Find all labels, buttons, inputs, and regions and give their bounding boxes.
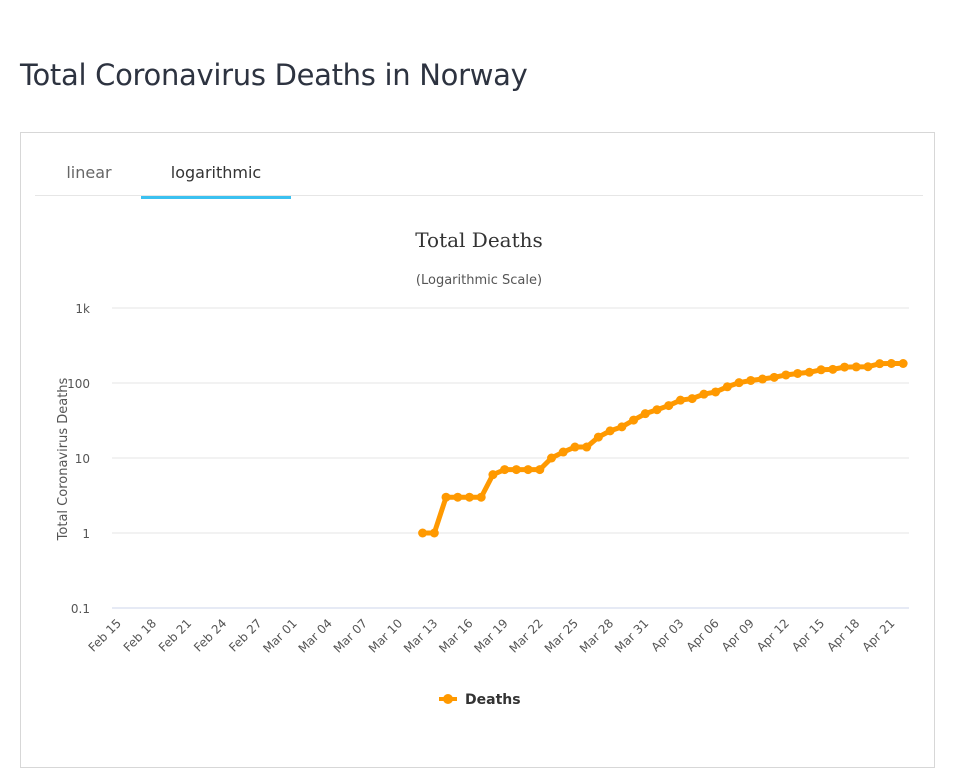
- x-tick-label: Apr 09: [719, 616, 757, 654]
- data-point[interactable]: [875, 359, 885, 369]
- data-point[interactable]: [640, 409, 650, 419]
- data-point[interactable]: [781, 370, 791, 380]
- data-point[interactable]: [593, 432, 603, 442]
- data-point[interactable]: [863, 362, 873, 372]
- legend-marker-icon: [443, 694, 453, 704]
- data-point[interactable]: [464, 492, 474, 502]
- data-point[interactable]: [699, 389, 709, 399]
- legend-label-deaths: Deaths: [465, 692, 521, 708]
- data-point[interactable]: [523, 465, 533, 475]
- data-point[interactable]: [816, 365, 826, 375]
- data-point[interactable]: [687, 394, 697, 404]
- x-tick-label: Apr 15: [789, 616, 827, 654]
- x-tick-label: Mar 25: [542, 616, 581, 655]
- x-tick-label: Mar 01: [260, 616, 299, 655]
- data-point[interactable]: [804, 367, 814, 377]
- data-point[interactable]: [488, 470, 498, 480]
- data-point[interactable]: [675, 395, 685, 405]
- data-point[interactable]: [664, 401, 674, 411]
- data-point[interactable]: [840, 362, 850, 372]
- x-tick-label: Feb 24: [191, 616, 229, 654]
- chart-subtitle: (Logarithmic Scale): [416, 273, 542, 288]
- scale-tabs: linear logarithmic: [35, 155, 923, 199]
- x-tick-label: Mar 13: [401, 616, 440, 655]
- page-title: Total Coronavirus Deaths in Norway: [20, 58, 528, 92]
- x-tick-label: Mar 22: [507, 616, 546, 655]
- data-point[interactable]: [711, 387, 721, 397]
- x-tick-label: Feb 18: [121, 616, 159, 654]
- data-point[interactable]: [769, 372, 779, 382]
- y-tick-label: 1k: [75, 302, 90, 316]
- data-point[interactable]: [476, 492, 486, 502]
- data-point[interactable]: [570, 442, 580, 452]
- x-tick-label: Mar 04: [296, 616, 335, 655]
- data-point[interactable]: [886, 358, 896, 368]
- data-point[interactable]: [605, 426, 615, 436]
- x-tick-label: Mar 07: [331, 616, 370, 655]
- y-tick-label: 0.1: [71, 602, 90, 616]
- data-point[interactable]: [629, 415, 639, 425]
- data-point[interactable]: [453, 492, 463, 502]
- y-tick-label: 1: [82, 527, 90, 541]
- x-tick-label: Mar 19: [471, 616, 510, 655]
- x-tick-label: Apr 21: [859, 616, 897, 654]
- data-point[interactable]: [500, 465, 510, 475]
- x-tick-label: Feb 27: [226, 616, 264, 654]
- y-axis-ticks: 0.1 1 10 100 1k: [67, 302, 90, 616]
- data-point[interactable]: [418, 528, 428, 538]
- data-point[interactable]: [793, 368, 803, 378]
- data-point[interactable]: [734, 378, 744, 388]
- data-point[interactable]: [617, 422, 627, 432]
- x-tick-label: Mar 16: [436, 616, 475, 655]
- series-line: [420, 360, 906, 536]
- y-tick-label: 10: [75, 452, 90, 466]
- chart-card: linear logarithmic Total Deaths (Logarit…: [20, 132, 935, 768]
- data-point[interactable]: [441, 492, 451, 502]
- deaths-chart: Total Deaths (Logarithmic Scale) Total C…: [56, 228, 909, 708]
- x-tick-label: Mar 28: [577, 616, 616, 655]
- data-point[interactable]: [547, 453, 557, 463]
- data-point[interactable]: [851, 362, 861, 372]
- series-deaths: [418, 358, 908, 538]
- data-point[interactable]: [757, 374, 767, 384]
- x-tick-label: Feb 21: [156, 616, 194, 654]
- x-tick-label: Feb 15: [86, 616, 124, 654]
- tab-logarithmic[interactable]: logarithmic: [141, 155, 291, 199]
- chart-title: Total Deaths: [415, 228, 543, 252]
- data-point[interactable]: [535, 465, 545, 475]
- data-point[interactable]: [828, 364, 838, 374]
- data-point[interactable]: [652, 405, 662, 415]
- tab-linear[interactable]: linear: [66, 163, 112, 182]
- y-tick-label: 100: [67, 377, 90, 391]
- data-point[interactable]: [722, 382, 732, 392]
- data-point[interactable]: [582, 442, 592, 452]
- data-point[interactable]: [746, 375, 756, 385]
- x-tick-label: Apr 03: [648, 616, 686, 654]
- data-point[interactable]: [429, 528, 439, 538]
- y-axis-title: Total Coronavirus Deaths: [56, 377, 71, 541]
- data-point[interactable]: [511, 465, 521, 475]
- x-tick-label: Apr 18: [824, 616, 862, 654]
- legend[interactable]: Deaths: [439, 692, 521, 708]
- data-point[interactable]: [558, 447, 568, 457]
- x-tick-label: Mar 10: [366, 616, 405, 655]
- data-point[interactable]: [898, 358, 908, 368]
- x-tick-label: Apr 06: [684, 616, 722, 654]
- x-tick-label: Mar 31: [612, 616, 651, 655]
- grid-lines: [112, 307, 909, 609]
- x-tick-label: Apr 12: [754, 616, 792, 654]
